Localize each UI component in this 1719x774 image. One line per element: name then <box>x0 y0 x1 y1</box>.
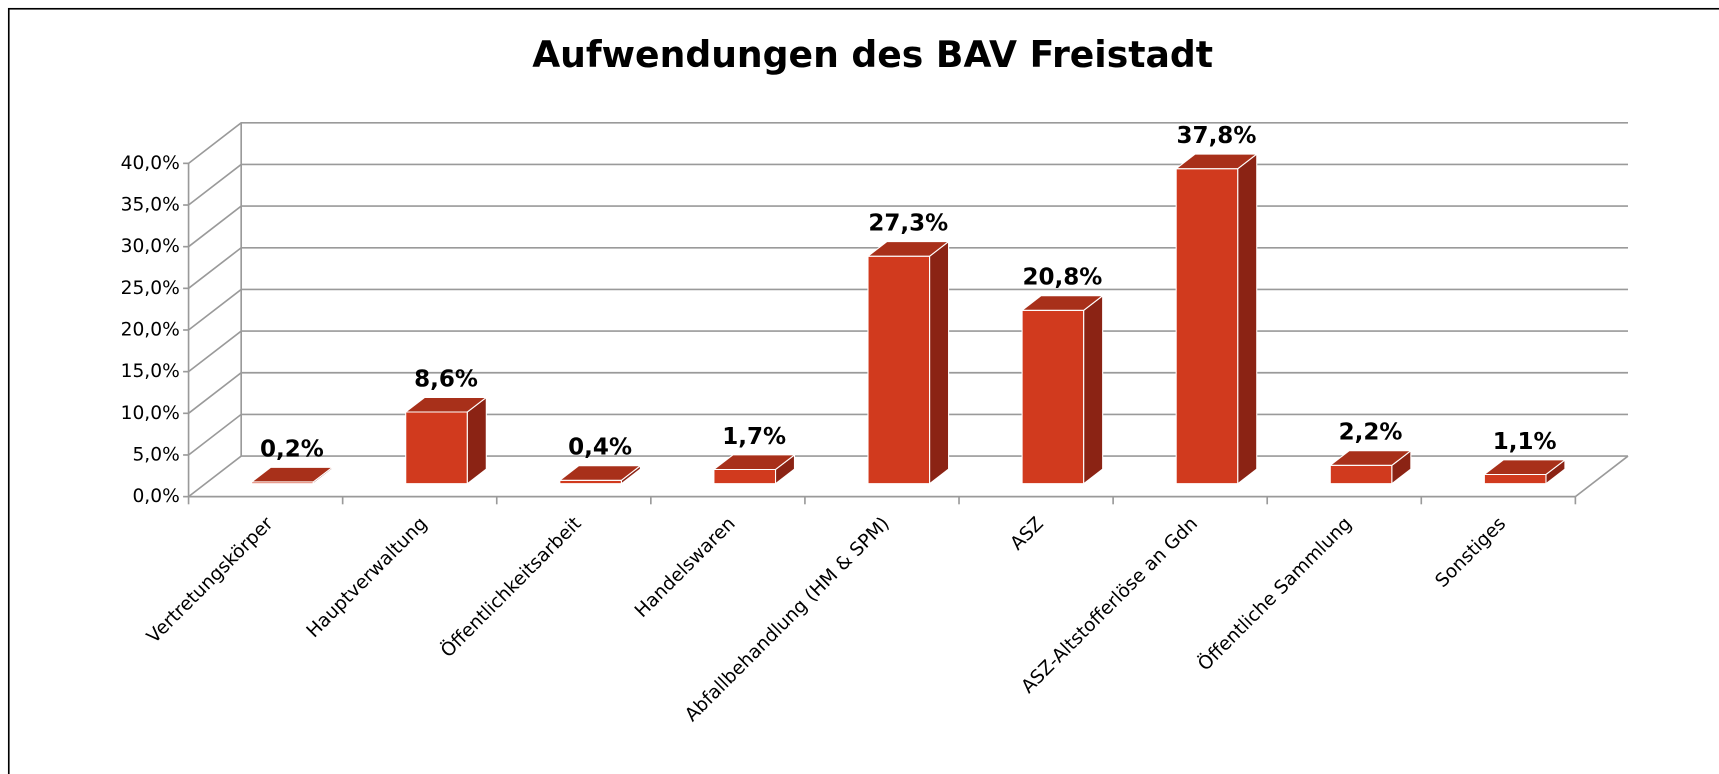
value-label: 1,7% <box>722 424 786 450</box>
floor-right <box>1574 455 1629 498</box>
y-tick-label: 20,0% <box>121 319 180 340</box>
grid-line <box>188 455 1629 498</box>
bar-front <box>1483 473 1547 485</box>
bar-top <box>558 465 643 481</box>
grid-line <box>188 413 1629 456</box>
y-tick-label: 40,0% <box>121 153 180 174</box>
value-label: 0,2% <box>260 436 324 462</box>
y-tick-label: 10,0% <box>121 403 180 424</box>
bar-top <box>712 454 797 471</box>
bar <box>712 453 797 485</box>
bar-top <box>866 241 951 257</box>
bar-front <box>713 468 777 485</box>
y-tick-label: 30,0% <box>121 236 180 257</box>
grid-line <box>188 163 1629 206</box>
bar-side <box>1237 152 1258 485</box>
value-label: 27,3% <box>868 211 948 237</box>
grid-line <box>188 330 1629 373</box>
y-tick-label: 15,0% <box>121 361 180 382</box>
bar <box>1482 458 1567 485</box>
value-label: 20,8% <box>1022 265 1102 291</box>
bar <box>404 396 488 485</box>
bar-top <box>250 466 334 483</box>
bar <box>558 464 643 485</box>
grid-line <box>188 371 1629 414</box>
bar-side <box>929 240 950 485</box>
bar-front <box>1175 168 1239 485</box>
chart-title: Aufwendungen des BAV Freistadt <box>532 33 1213 76</box>
value-label: 8,6% <box>414 366 478 392</box>
bar-top <box>1482 459 1567 476</box>
bar-side <box>1083 294 1104 485</box>
grid-line <box>188 205 1629 248</box>
bar-top <box>404 396 488 413</box>
chart-border <box>7 7 1719 774</box>
grid-line <box>188 288 1629 331</box>
bar <box>1328 449 1413 485</box>
bar-front <box>867 255 931 485</box>
bar <box>1174 152 1259 485</box>
y-tick-label: 25,0% <box>121 278 180 299</box>
value-label: 37,8% <box>1177 123 1257 149</box>
bar-top <box>1328 450 1413 466</box>
value-label: 1,1% <box>1493 429 1557 455</box>
bar-top <box>1020 295 1105 311</box>
grid-line <box>188 246 1629 289</box>
bar <box>250 466 334 485</box>
bar-front <box>1021 309 1085 485</box>
value-label: 0,4% <box>568 435 632 461</box>
y-tick-label: 35,0% <box>121 195 180 216</box>
bar-front <box>405 411 468 485</box>
grid-line <box>188 121 1629 165</box>
bar <box>1020 294 1105 485</box>
value-label: 2,2% <box>1339 420 1403 446</box>
y-tick-label: 5,0% <box>132 444 179 465</box>
y-tick-label: 0,0% <box>132 486 179 507</box>
bar-top <box>1174 153 1259 170</box>
bar-front <box>1329 464 1393 485</box>
bar <box>866 240 951 485</box>
